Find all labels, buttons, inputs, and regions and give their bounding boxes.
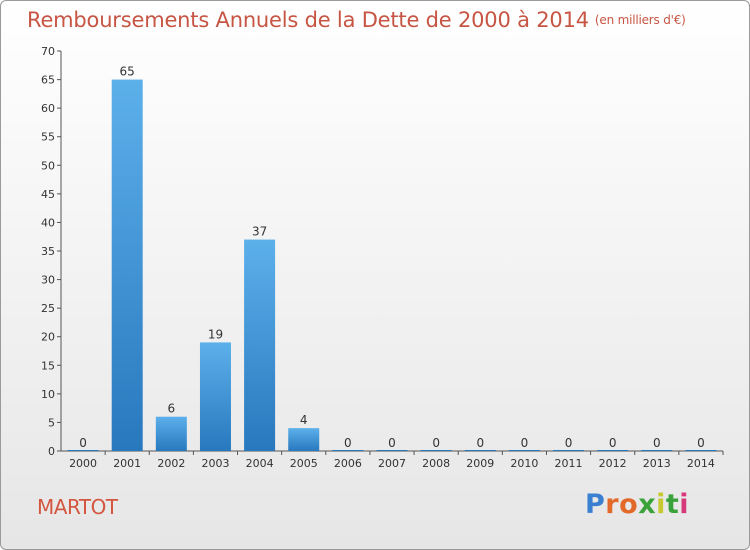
y-tick-label: 55 [41, 131, 55, 144]
bar-2010[interactable] [508, 450, 540, 451]
bar-2000[interactable] [67, 450, 99, 451]
y-tick-label: 65 [41, 74, 55, 87]
bar-2013[interactable] [641, 450, 673, 451]
x-tick-label: 2004 [246, 457, 274, 470]
bar-2009[interactable] [464, 450, 496, 451]
value-label-2011: 0 [565, 436, 573, 450]
bar-2012[interactable] [597, 450, 629, 451]
bar-2007[interactable] [376, 450, 408, 451]
chart-title-text: Remboursements Annuels de la Dette de 20… [27, 8, 589, 32]
bar-2014[interactable] [685, 450, 717, 451]
x-tick-label: 2000 [69, 457, 97, 470]
y-tick-label: 45 [41, 188, 55, 201]
value-label-2013: 0 [653, 436, 661, 450]
x-tick-label: 2014 [687, 457, 715, 470]
bar-2004[interactable] [244, 239, 276, 451]
bar-2005[interactable] [288, 428, 320, 451]
y-tick-label: 40 [41, 216, 55, 229]
bar-2001[interactable] [111, 79, 143, 452]
x-tick-label: 2008 [422, 457, 450, 470]
bar-2011[interactable] [553, 450, 585, 451]
y-tick-label: 60 [41, 102, 55, 115]
value-label-2008: 0 [432, 436, 440, 450]
value-label-2006: 0 [344, 436, 352, 450]
y-tick-label: 50 [41, 159, 55, 172]
chart-unit: (en milliers d'€) [594, 13, 686, 27]
x-tick-label: 2001 [113, 457, 141, 470]
value-label-2000: 0 [79, 436, 87, 450]
value-label-2003: 19 [208, 327, 223, 341]
x-tick-label: 2005 [290, 457, 318, 470]
value-label-2004: 37 [252, 225, 267, 239]
x-tick-label: 2011 [555, 457, 583, 470]
x-tick-label: 2010 [510, 457, 538, 470]
y-tick-label: 35 [41, 245, 55, 258]
y-tick-label: 70 [41, 45, 55, 58]
bar-2002[interactable] [155, 416, 187, 451]
bar-2006[interactable] [332, 450, 364, 451]
bar-2003[interactable] [199, 342, 231, 451]
value-label-2009: 0 [476, 436, 484, 450]
x-tick-label: 2006 [334, 457, 362, 470]
y-tick-label: 30 [41, 274, 55, 287]
place-name: MARTOT [37, 495, 118, 519]
x-tick-label: 2009 [466, 457, 494, 470]
y-tick-label: 0 [48, 445, 55, 458]
chart-title: Remboursements Annuels de la Dette de 20… [27, 8, 686, 32]
y-tick-label: 15 [41, 359, 55, 372]
bar-2008[interactable] [420, 450, 452, 451]
value-label-2002: 6 [168, 402, 176, 416]
x-tick-label: 2007 [378, 457, 406, 470]
y-tick-label: 25 [41, 302, 55, 315]
value-label-2012: 0 [609, 436, 617, 450]
x-tick-label: 2012 [599, 457, 627, 470]
y-tick-label: 5 [48, 416, 55, 429]
value-label-2005: 4 [300, 413, 308, 427]
value-label-2001: 65 [120, 65, 135, 79]
y-tick-label: 10 [41, 388, 55, 401]
x-tick-label: 2013 [643, 457, 671, 470]
value-label-2007: 0 [388, 436, 396, 450]
value-label-2010: 0 [521, 436, 529, 450]
value-label-2014: 0 [697, 436, 705, 450]
x-tick-label: 2003 [201, 457, 229, 470]
y-tick-label: 20 [41, 331, 55, 344]
proxiti-logo[interactable]: Proxiti [585, 489, 690, 520]
x-tick-label: 2002 [157, 457, 185, 470]
